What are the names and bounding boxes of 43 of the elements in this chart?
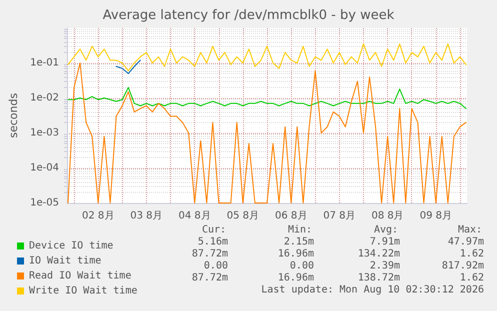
legend-label: Read IO Wait time	[29, 270, 132, 282]
text: 47.97m	[448, 236, 484, 248]
text: Min:	[288, 224, 312, 236]
line-series	[68, 43, 466, 72]
text: Max:	[458, 224, 482, 236]
line-series	[68, 86, 466, 110]
text: 0.00	[204, 260, 228, 272]
text: 2.39m	[370, 260, 400, 272]
legend-label: Device IO time	[29, 240, 114, 252]
text: 0.00	[290, 260, 314, 272]
x-tick-label: 09 8月	[420, 210, 452, 222]
x-tick-label: 04 8月	[178, 210, 211, 222]
y-axis-title: seconds	[7, 92, 20, 138]
x-tick-label: 02 8月	[82, 210, 114, 222]
text: 134.22m	[358, 248, 400, 260]
y-tick-label: 1e-04	[30, 162, 59, 174]
y-tick-label: 1e-03	[30, 128, 59, 138]
x-tick-label: 07 8月	[323, 210, 356, 222]
text: 817.92m	[442, 260, 484, 272]
text: Avg:	[374, 224, 398, 236]
text: 87.72m	[192, 272, 228, 284]
legend-label: IO Wait time	[29, 256, 102, 266]
y-tick-label: 1e-02	[30, 92, 59, 104]
text: 138.72m	[358, 272, 400, 284]
text: Cur:	[202, 224, 226, 236]
chart-title: Average latency for /dev/mmcblk0 - by week	[102, 8, 395, 23]
x-tick-label: 06 8月	[274, 210, 308, 222]
text: 5.16m	[198, 236, 228, 248]
text: 7.91m	[370, 236, 400, 248]
text: 1.62	[460, 248, 484, 260]
text: 87.72m	[192, 248, 228, 260]
line-series	[116, 60, 141, 74]
x-tick-label: 05 8月	[226, 210, 260, 222]
text: 16.96m	[278, 272, 314, 284]
text: Last update: Mon Aug 10 02:30:12 2026	[261, 284, 484, 296]
text: 16.96m	[278, 248, 314, 260]
text: 1.62	[460, 272, 484, 284]
y-tick-label: 1e-01	[30, 58, 59, 68]
y-tick-label: 1e-05	[30, 198, 59, 208]
x-tick-label: 03 8月	[130, 210, 163, 222]
legend-label: Write IO Wait time	[29, 286, 138, 296]
x-tick-label: 08 8月	[371, 210, 404, 222]
text: 2.15m	[284, 236, 314, 248]
